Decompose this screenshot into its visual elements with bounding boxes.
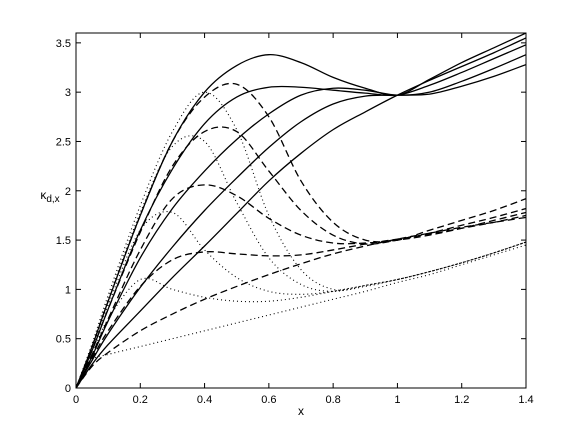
- series-line-dotted-14: [76, 135, 526, 388]
- y-tick-label: 0.5: [56, 334, 71, 346]
- tick-layer: 0 0.2 0.4 0.6 0.8 1 1.2 1.4 0 0.5 1 1.5 2 2.5 3 3.5: [56, 33, 534, 406]
- y-tick-label: 3.5: [56, 38, 71, 50]
- x-axis-label: x: [298, 404, 304, 418]
- y-tick-label: 0: [65, 383, 71, 395]
- x-tick-label: 1.2: [454, 394, 469, 406]
- plot-area: [75, 32, 527, 389]
- series-line-dotted-12: [76, 241, 526, 388]
- x-tick-label: 0.8: [325, 394, 340, 406]
- x-tick-label: 0.2: [133, 394, 148, 406]
- y-axis-label: κd,x: [40, 188, 59, 205]
- series-layer: [76, 33, 526, 388]
- series-line-dotted-13: [76, 211, 526, 388]
- x-tick-label: 1.4: [518, 394, 533, 406]
- series-line-solid-2: [76, 63, 526, 388]
- x-tick-label: 0: [73, 394, 79, 406]
- series-line-dashed-6: [76, 216, 526, 388]
- y-tick-label: 3: [65, 87, 71, 99]
- series-line-solid-1: [76, 37, 526, 388]
- series-line-dashed-7: [76, 214, 526, 388]
- y-tick-label: 2.5: [56, 136, 71, 148]
- series-line-dashed-10: [76, 82, 526, 388]
- y-tick-label: 1.5: [56, 235, 71, 247]
- x-tick-label: 0.6: [261, 394, 276, 406]
- y-axis-label-subscript: d,x: [46, 194, 59, 205]
- y-tick-label: 2: [65, 186, 71, 198]
- x-tick-label: 0.4: [197, 394, 212, 406]
- series-line-solid-5: [76, 33, 526, 388]
- y-tick-label: 1: [65, 284, 71, 296]
- series-line-solid-3: [76, 54, 526, 388]
- y-axis-label-main: κ: [40, 188, 47, 202]
- x-tick-label: 1: [394, 394, 400, 406]
- series-line-dashed-9: [76, 126, 526, 388]
